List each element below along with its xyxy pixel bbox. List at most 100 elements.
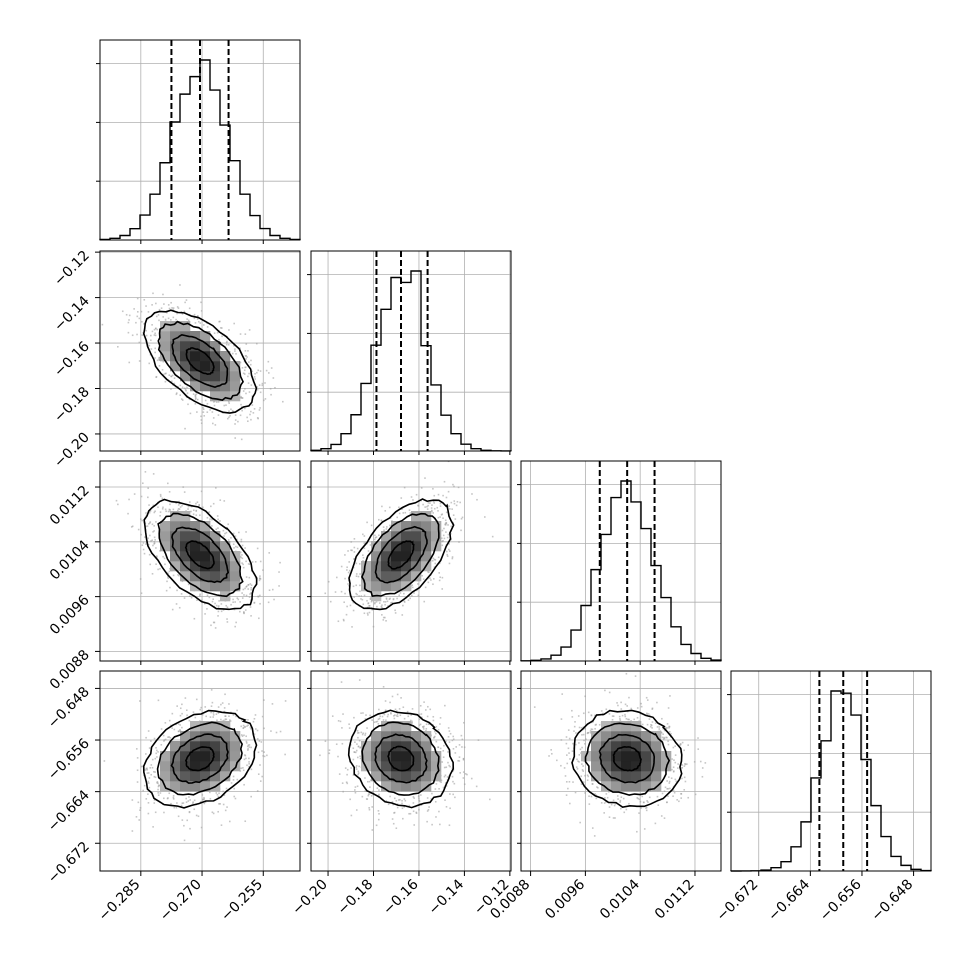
density-cell <box>180 521 191 532</box>
scatter-point <box>241 735 244 737</box>
scatter-point <box>340 681 343 683</box>
scatter-point <box>667 740 669 743</box>
density-cell <box>190 561 201 572</box>
scatter-point <box>463 721 465 724</box>
density-cell <box>170 561 181 572</box>
scatter-point <box>196 501 199 503</box>
scatter-point <box>136 781 139 783</box>
scatter-point <box>248 361 250 363</box>
scatter-point <box>382 526 385 528</box>
scatter-point <box>608 713 611 715</box>
scatter-point <box>442 786 445 789</box>
scatter-point <box>586 779 589 782</box>
scatter-point <box>670 732 672 735</box>
scatter-point <box>228 715 230 718</box>
scatter-point <box>344 554 346 556</box>
scatter-point <box>212 621 215 624</box>
scatter-point <box>672 795 674 798</box>
scatter-point <box>584 774 586 777</box>
scatter-point <box>151 758 154 761</box>
scatter-point <box>413 824 416 826</box>
scatter-point <box>230 603 232 606</box>
scatter-point <box>388 598 391 601</box>
scatter-point <box>409 812 412 815</box>
density-cell <box>381 781 392 792</box>
scatter-point <box>147 487 149 490</box>
scatter-point <box>222 790 224 793</box>
scatter-point <box>390 602 392 604</box>
scatter-point <box>327 580 330 583</box>
scatter-point <box>565 794 568 796</box>
scatter-point <box>180 804 183 807</box>
scatter-point <box>449 732 452 735</box>
scatter-point <box>181 726 183 729</box>
scatter-point <box>282 400 284 403</box>
scatter-point <box>419 723 422 726</box>
scatter-point <box>387 803 390 806</box>
scatter-point <box>234 419 237 421</box>
scatter-point <box>199 322 202 324</box>
scatter-point <box>580 727 583 729</box>
scatter-point <box>179 707 182 710</box>
scatter-point <box>248 762 250 765</box>
scatter-point <box>183 310 186 313</box>
scatter-point <box>173 728 176 731</box>
scatter-point <box>401 807 404 810</box>
panel-3-0 <box>100 671 300 871</box>
scatter-point <box>219 499 222 501</box>
scatter-point <box>140 495 143 498</box>
scatter-point <box>612 799 615 802</box>
scatter-point <box>440 781 442 784</box>
scatter-point <box>620 701 622 704</box>
scatter-point <box>186 392 189 394</box>
density-cell <box>381 751 392 762</box>
scatter-point <box>238 531 240 534</box>
scatter-point <box>234 535 237 537</box>
scatter-point <box>130 526 133 528</box>
scatter-point <box>439 780 441 783</box>
scatter-point <box>571 750 574 752</box>
scatter-point <box>451 556 454 558</box>
scatter-point <box>386 600 389 603</box>
scatter-point <box>441 544 444 547</box>
scatter-point <box>228 416 230 419</box>
scatter-point <box>463 746 466 749</box>
scatter-point <box>251 404 254 406</box>
scatter-point <box>219 520 221 522</box>
scatter-point <box>372 625 375 628</box>
scatter-point <box>261 384 264 387</box>
scatter-point <box>382 616 385 619</box>
scatter-point <box>225 341 228 344</box>
scatter-point <box>362 560 364 562</box>
scatter-point <box>249 726 252 729</box>
density-cell <box>190 751 201 762</box>
scatter-point <box>442 534 445 537</box>
scatter-point <box>235 353 237 355</box>
density-cell <box>601 781 612 792</box>
scatter-point <box>355 573 358 575</box>
scatter-point <box>437 493 440 496</box>
scatter-point <box>437 728 440 731</box>
scatter-point <box>447 490 450 493</box>
scatter-point <box>236 709 238 712</box>
scatter-point <box>210 711 212 714</box>
scatter-point <box>234 414 237 416</box>
scatter-point <box>413 592 415 594</box>
scatter-point <box>177 508 180 510</box>
scatter-point <box>460 517 463 520</box>
scatter-point <box>234 350 236 352</box>
scatter-point <box>458 760 461 762</box>
scatter-point <box>361 598 364 601</box>
scatter-point <box>355 575 358 577</box>
scatter-point <box>391 601 393 604</box>
scatter-point <box>369 544 372 546</box>
scatter-point <box>158 319 160 322</box>
density-cell <box>431 521 442 532</box>
scatter-point <box>412 796 415 798</box>
scatter-point <box>177 730 180 733</box>
scatter-point <box>210 505 212 508</box>
scatter-point <box>196 599 198 601</box>
scatter-point <box>460 734 463 737</box>
scatter-point <box>168 792 171 795</box>
scatter-point <box>167 797 169 799</box>
